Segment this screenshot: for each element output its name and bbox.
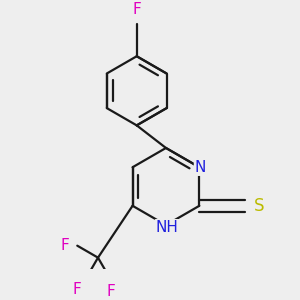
Text: S: S <box>254 197 264 215</box>
Text: F: F <box>132 2 141 17</box>
Text: NH: NH <box>156 220 179 235</box>
Text: F: F <box>60 238 69 253</box>
Text: F: F <box>72 282 81 297</box>
Text: N: N <box>195 160 206 175</box>
Text: F: F <box>107 284 116 299</box>
